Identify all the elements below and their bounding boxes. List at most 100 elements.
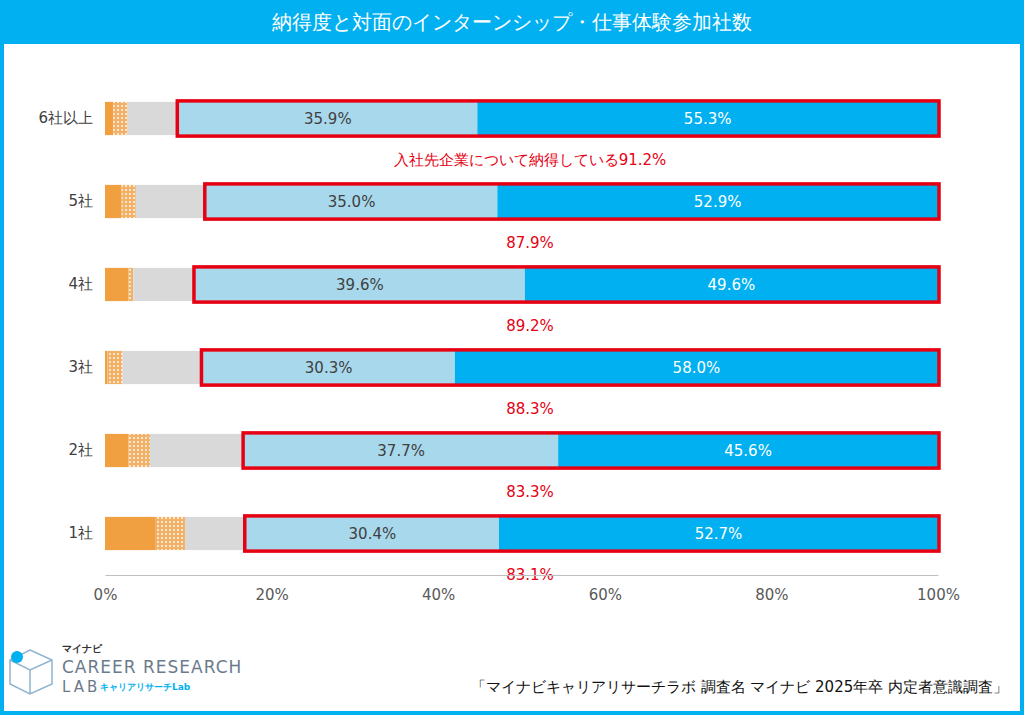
data-label: 52.9% bbox=[694, 193, 742, 211]
annotation: 入社先企業について納得している91.2% bbox=[394, 151, 667, 169]
bar bbox=[128, 268, 133, 301]
highlight-box bbox=[177, 101, 939, 136]
bar bbox=[133, 268, 195, 301]
x-axis: 0% 20% 40% 60% 80% 100% bbox=[94, 575, 960, 604]
series-2 bbox=[122, 102, 245, 550]
bar bbox=[128, 434, 150, 467]
x-tick: 0% bbox=[94, 575, 118, 604]
y-tick-label: 1社 bbox=[68, 524, 93, 542]
data-label: 45.6% bbox=[724, 442, 772, 460]
y-tick-label: 6社以上 bbox=[38, 109, 93, 127]
bar bbox=[150, 434, 244, 467]
y-tick: 2社 bbox=[68, 441, 105, 459]
x-tick: 100% bbox=[917, 575, 960, 604]
logo-dot bbox=[11, 651, 23, 663]
y-tick: 6社以上 bbox=[38, 109, 105, 127]
bar bbox=[105, 102, 113, 135]
x-tick-label: 60% bbox=[589, 586, 622, 604]
bar bbox=[202, 351, 454, 384]
logo-icon bbox=[10, 650, 52, 694]
bar bbox=[122, 185, 136, 218]
bar bbox=[107, 351, 122, 384]
data-label: 49.6% bbox=[708, 276, 756, 294]
data-label: 37.7% bbox=[377, 442, 425, 460]
x-axis-line bbox=[106, 575, 939, 576]
y-tick: 3社 bbox=[68, 358, 105, 376]
bar bbox=[105, 351, 107, 384]
bar bbox=[122, 351, 202, 384]
annotation: 83.3% bbox=[506, 483, 554, 501]
y-tick-label: 2社 bbox=[68, 441, 93, 459]
header-bar bbox=[0, 0, 1024, 44]
bar bbox=[185, 517, 246, 550]
source: 「マイナビキャリアリサーチラボ 調査名 マイナビ 2025年卒 内定者意識調査」 bbox=[471, 678, 1008, 696]
y-tick-label: 3社 bbox=[68, 358, 93, 376]
x-tick-label: 0% bbox=[94, 586, 118, 604]
bar bbox=[178, 102, 477, 135]
data-label: 35.0% bbox=[328, 193, 376, 211]
bar bbox=[105, 268, 128, 301]
bar bbox=[497, 185, 938, 218]
x-tick: 40% bbox=[422, 575, 455, 604]
logo-text: マイナビ bbox=[62, 643, 103, 654]
bar bbox=[477, 102, 938, 135]
data-label: 52.7% bbox=[695, 525, 743, 543]
y-tick: 1社 bbox=[68, 524, 105, 542]
bar bbox=[136, 185, 206, 218]
series-0 bbox=[105, 102, 156, 550]
x-tick-label: 100% bbox=[917, 586, 960, 604]
x-tick-label: 80% bbox=[755, 586, 788, 604]
highlight-boxes bbox=[177, 101, 939, 551]
highlight-box bbox=[243, 433, 939, 468]
y-tick-label: 5社 bbox=[68, 192, 93, 210]
bar bbox=[246, 517, 499, 550]
bar bbox=[206, 185, 498, 218]
logo: マイナビ CAREER RESEARCHLABキャリアリサーチLab bbox=[10, 643, 242, 696]
series-4 bbox=[455, 102, 938, 550]
highlight-box bbox=[245, 516, 939, 551]
x-tick: 60% bbox=[589, 575, 622, 604]
annotations: 入社先企業について納得している91.2% 87.9% 89.2% 88.3% 83.3%… bbox=[394, 151, 667, 584]
y-tick: 4社 bbox=[68, 275, 105, 293]
bar bbox=[105, 517, 156, 550]
x-tick-label: 40% bbox=[422, 586, 455, 604]
x-tick: 20% bbox=[255, 575, 288, 604]
y-tick-label: 4社 bbox=[68, 275, 93, 293]
chart-canvas: 納得度と対面のインターンシップ・仕事体験参加社数35.9%35.0%39.6%3… bbox=[0, 0, 1024, 715]
highlight-box bbox=[194, 267, 939, 302]
y-tick: 5社 bbox=[68, 192, 105, 210]
data-label: 35.9% bbox=[304, 110, 352, 128]
bar bbox=[455, 351, 938, 384]
highlight-box bbox=[205, 184, 939, 219]
frame bbox=[2, 2, 1022, 713]
annotation: 87.9% bbox=[506, 234, 554, 252]
bar bbox=[156, 517, 185, 550]
logo-text: LAB bbox=[62, 678, 100, 696]
x-tick-label: 20% bbox=[255, 586, 288, 604]
data-label: 58.0% bbox=[673, 359, 721, 377]
series-1 bbox=[107, 102, 184, 550]
annotation: 89.2% bbox=[506, 317, 554, 335]
bar bbox=[113, 102, 127, 135]
bar bbox=[195, 268, 525, 301]
data-label: 30.3% bbox=[305, 359, 353, 377]
bar bbox=[244, 434, 558, 467]
y-axis: 6社以上 5社 4社 3社 2社 1社 bbox=[38, 109, 105, 542]
bar bbox=[127, 102, 178, 135]
bar bbox=[558, 434, 938, 467]
bars bbox=[105, 102, 938, 550]
bar bbox=[105, 434, 128, 467]
x-tick: 80% bbox=[755, 575, 788, 604]
data-labels: 35.9% 35.0% 39.6% 30.3% 37.7% 30.4% 55.3% 52.9%… bbox=[304, 110, 772, 543]
title: 納得度と対面のインターンシップ・仕事体験参加社数 bbox=[272, 10, 752, 34]
data-label: 39.6% bbox=[336, 276, 384, 294]
series-3 bbox=[178, 102, 558, 550]
bar bbox=[525, 268, 938, 301]
bar bbox=[105, 185, 122, 218]
data-label: 55.3% bbox=[684, 110, 732, 128]
data-label: 30.4% bbox=[349, 525, 397, 543]
highlight-box bbox=[201, 350, 939, 385]
logo-text: キャリアリサーチLab bbox=[100, 682, 191, 692]
logo-text: CAREER RESEARCH bbox=[62, 657, 242, 677]
annotation: 88.3% bbox=[506, 400, 554, 418]
